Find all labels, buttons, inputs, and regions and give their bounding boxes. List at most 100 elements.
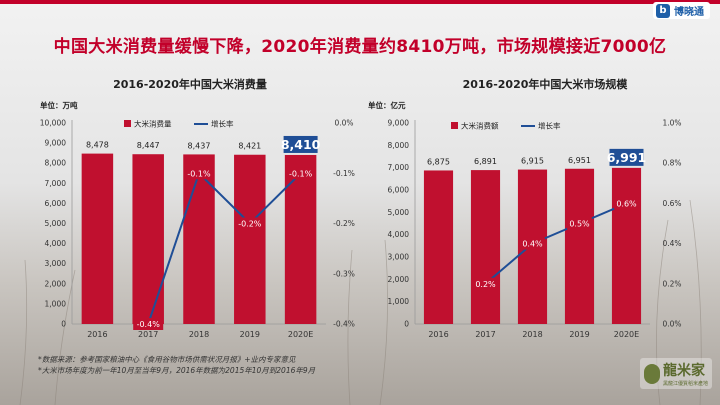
chart2-y2-tick: 0.0% xyxy=(662,320,681,329)
chart2-y-tick: 5,000 xyxy=(388,208,410,217)
partner-logo-name: 龍米家 xyxy=(662,363,705,379)
partner-logo: 龍米家 黑龍江優質稻米產地 xyxy=(639,358,712,389)
chart2-growth-label: 0.5% xyxy=(569,220,590,229)
chart1-x-tick: 2017 xyxy=(138,330,158,339)
chart1-y-tick: 1,000 xyxy=(45,299,67,308)
chart1-y-tick: 6,000 xyxy=(45,199,67,208)
chart2-legend-bar-label: 大米消费额 xyxy=(461,121,499,131)
chart1-unit-label: 单位：万吨 xyxy=(40,100,78,110)
chart1-bar-label: 8,410 xyxy=(281,137,321,152)
chart2-y2-tick: 0.8% xyxy=(662,159,681,168)
chart2-bar xyxy=(611,167,642,324)
chart2-y-tick: 3,000 xyxy=(388,253,410,262)
chart2-y-tick: 8,000 xyxy=(388,141,410,150)
chart1-growth-label: -0.2% xyxy=(238,220,262,229)
chart1-growth-label-bg xyxy=(234,217,265,230)
chart1-bar-label: 8,437 xyxy=(188,141,211,150)
chart1-y-tick: 2,000 xyxy=(45,279,67,288)
chart2-growth-label-bg xyxy=(567,217,592,230)
brand-logo: b 博晓通 xyxy=(653,2,710,19)
chart1-growth-label-bg xyxy=(133,318,164,330)
chart2-bar-label: 6,875 xyxy=(427,157,450,166)
brand-logo-mark: b xyxy=(656,3,670,18)
chart1-bar xyxy=(234,154,266,324)
data-source-notes: *数据来源：参考国家粮油中心《食用谷物市场供需状况月报》+业内专家意见 *大米市… xyxy=(38,354,315,376)
chart1-bar xyxy=(284,154,317,324)
chart1-growth-label-bg xyxy=(285,167,316,180)
chart1-y-tick: 0 xyxy=(61,320,66,329)
chart1-y2-tick: -0.3% xyxy=(333,269,355,278)
chart2-growth-line xyxy=(484,202,627,285)
chart2-legend-bar-swatch xyxy=(451,122,458,129)
chart1-growth-line xyxy=(147,171,302,325)
chart2-growth-label-bg xyxy=(473,277,498,290)
period-note: *大米市场年度为前一年10月至当年9月，2016年数据为2015年10月到201… xyxy=(38,366,316,375)
chart2-x-tick: 2019 xyxy=(569,330,589,339)
chart2-title: 2016-2020年中国大米市场规模 xyxy=(463,77,629,91)
chart2-y-tick: 9,000 xyxy=(388,119,410,128)
chart1-y-tick: 8,000 xyxy=(45,159,67,168)
chart2-growth-label: 0.2% xyxy=(475,280,496,289)
brand-logo-text: 博晓通 xyxy=(674,7,704,18)
chart1-y-tick: 9,000 xyxy=(45,139,67,148)
chart1-y2-tick: 0.0% xyxy=(334,119,353,128)
chart1-y2-tick: -0.4% xyxy=(333,320,355,329)
chart1-x-tick: 2019 xyxy=(240,330,260,339)
chart2-x-tick: 2017 xyxy=(475,330,495,339)
chart2-y-tick: 0 xyxy=(404,320,409,329)
chart2-y-tick: 7,000 xyxy=(388,163,410,172)
chart1-title: 2016-2020年中国大米消费量 xyxy=(113,77,267,91)
chart1-y-tick: 5,000 xyxy=(45,219,67,228)
chart2-y-tick: 1,000 xyxy=(388,297,410,306)
chart1-growth-label: -0.1% xyxy=(289,169,313,178)
chart2-bar-label: 6,915 xyxy=(521,157,544,166)
partner-seal-icon xyxy=(643,363,660,384)
chart1-bar xyxy=(183,154,215,324)
chart2-x-tick: 2020E xyxy=(614,330,639,339)
chart2-y2-tick: 1.0% xyxy=(662,119,681,128)
chart2-y-tick: 4,000 xyxy=(388,230,410,239)
source-note: *数据来源：参考国家粮油中心《食用谷物市场供需状况月报》+业内专家意见 xyxy=(38,355,296,364)
chart2-bar xyxy=(564,168,595,324)
chart1-y2-tick: -0.1% xyxy=(333,169,355,178)
chart1-x-tick: 2016 xyxy=(87,330,107,339)
chart2-growth-label: 0.6% xyxy=(616,199,637,208)
chart1-legend-bar-label: 大米消费量 xyxy=(134,119,172,129)
chart2-y2-tick: 0.4% xyxy=(662,239,681,248)
chart1-bar-label: 8,421 xyxy=(238,142,261,151)
chart2-growth-label: 0.4% xyxy=(522,240,543,249)
chart1-y-tick: 4,000 xyxy=(45,239,67,248)
chart2-bar xyxy=(470,170,501,324)
chart2-x-tick: 2016 xyxy=(428,330,448,339)
chart2-y2-tick: 0.6% xyxy=(662,199,681,208)
chart1-x-tick: 2020E xyxy=(288,330,313,339)
chart2-y-tick: 2,000 xyxy=(388,275,410,284)
chart2-bar-label: 6,951 xyxy=(568,156,591,165)
chart2-growth-label-bg xyxy=(520,237,545,250)
chart2-highlight-callout xyxy=(609,148,644,166)
chart1-x-tick: 2018 xyxy=(189,330,209,339)
chart1-y-tick: 7,000 xyxy=(45,179,67,188)
slide-title: 中国大米消费量缓慢下降，2020年消费量约8410万吨，市场规模接近7000亿 xyxy=(53,37,667,57)
chart2-y2-tick: 0.2% xyxy=(662,279,681,288)
chart1-highlight-callout xyxy=(283,135,318,153)
chart2-x-tick: 2018 xyxy=(522,330,542,339)
chart2-bar-label: 6,891 xyxy=(474,157,497,166)
chart1-legend-bar-swatch xyxy=(124,120,131,127)
chart1-growth-label: -0.4% xyxy=(137,320,161,329)
chart2-y-tick: 6,000 xyxy=(388,186,410,195)
chart1-y-tick: 10,000 xyxy=(40,119,66,128)
chart2-legend-line-label: 增长率 xyxy=(538,121,561,131)
chart1-growth-label: -0.1% xyxy=(187,169,211,178)
chart2-growth-label-bg xyxy=(614,197,639,210)
chart1-bar xyxy=(81,153,114,324)
chart1-legend-line-label: 增长率 xyxy=(211,119,234,129)
chart1-bar-label: 8,478 xyxy=(86,141,109,150)
chart2-bar-label: 6,991 xyxy=(607,150,647,165)
chart1-y2-tick: -0.2% xyxy=(333,219,355,228)
partner-logo-sub: 黑龍江優質稻米產地 xyxy=(662,381,708,387)
chart1-bar xyxy=(132,154,164,324)
chart1-y-tick: 3,000 xyxy=(45,259,67,268)
